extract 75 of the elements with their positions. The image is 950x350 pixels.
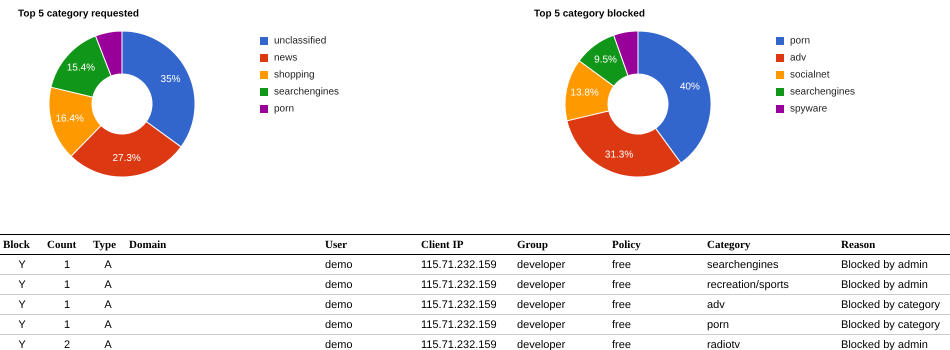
text: 2: [62, 338, 72, 350]
text: radiotv: [706, 338, 742, 350]
legend-label: shopping: [274, 70, 315, 80]
data-label: 31.3%: [604, 150, 634, 161]
text: demo: [324, 298, 354, 312]
data-label: 40%: [680, 82, 700, 93]
legend-label: adv: [790, 52, 806, 64]
text: demo: [324, 258, 354, 272]
text: User: [324, 238, 348, 252]
text: free: [611, 298, 632, 312]
text: 115.71.232.159: [420, 298, 498, 312]
text: developer: [516, 278, 566, 292]
text: developer: [516, 258, 566, 272]
text: Y: [17, 298, 27, 312]
text: demo: [324, 278, 354, 292]
text: searchengines: [706, 258, 780, 272]
chart-title: Top 5 category blocked: [534, 8, 645, 20]
text: A: [103, 338, 113, 350]
text: Blocked by admin: [840, 278, 929, 292]
text: 115.71.232.159: [420, 258, 498, 272]
chart-title: Top 5 category requested: [18, 8, 139, 20]
text: 115.71.232.159: [420, 338, 498, 350]
text: Reason: [840, 238, 876, 252]
text: 1: [62, 298, 72, 312]
text: free: [611, 318, 632, 332]
text: Y: [17, 258, 27, 272]
text: 115.71.232.159: [420, 318, 498, 332]
text: Client IP: [420, 238, 464, 252]
legend-label: spyware: [790, 104, 828, 114]
text: 1: [62, 278, 72, 292]
text: free: [611, 338, 632, 350]
text: Y: [17, 338, 27, 350]
text: Count: [46, 238, 78, 252]
text: Y: [17, 278, 27, 292]
text: Blocked by admin: [840, 338, 929, 350]
text: demo: [324, 318, 354, 332]
text: Block: [2, 238, 31, 252]
text: adv: [706, 298, 726, 312]
text: A: [103, 298, 113, 312]
text: developer: [516, 318, 566, 332]
text: A: [103, 318, 113, 332]
text: recreation/sports: [706, 278, 790, 292]
text: 1: [62, 318, 72, 332]
text: A: [103, 258, 113, 272]
text: Group: [516, 238, 549, 252]
text: A: [103, 278, 113, 292]
text: Blocked by category: [840, 298, 942, 312]
legend-label: searchengines: [790, 86, 856, 98]
text: Category: [706, 238, 752, 252]
text: free: [611, 278, 632, 292]
legend-label: socialnet: [790, 70, 830, 80]
text: Blocked by admin: [840, 258, 929, 272]
legend-label: porn: [274, 104, 294, 114]
legend-label: porn: [790, 36, 810, 46]
text: Blocked by category: [840, 318, 942, 332]
text: developer: [516, 298, 566, 312]
legend-label: unclassified: [274, 36, 326, 46]
legend-label: searchengines: [274, 86, 340, 98]
data-label: 27.3%: [112, 152, 141, 164]
text: Type: [92, 238, 118, 252]
text: 1: [62, 258, 72, 272]
text: 115.71.232.159: [420, 278, 498, 292]
text: Policy: [611, 238, 642, 252]
legend-label: news: [274, 52, 298, 64]
data-label: 16.4%: [55, 114, 84, 125]
data-label: 15.4%: [66, 62, 96, 74]
text: demo: [324, 338, 354, 350]
data-label: 35%: [160, 74, 181, 85]
text: Domain: [128, 238, 168, 252]
data-label: 9.5%: [594, 54, 618, 66]
text: Y: [17, 318, 27, 332]
data-label: 13.8%: [570, 88, 599, 99]
text: developer: [516, 338, 566, 350]
text: porn: [706, 318, 730, 332]
text: free: [611, 258, 632, 272]
